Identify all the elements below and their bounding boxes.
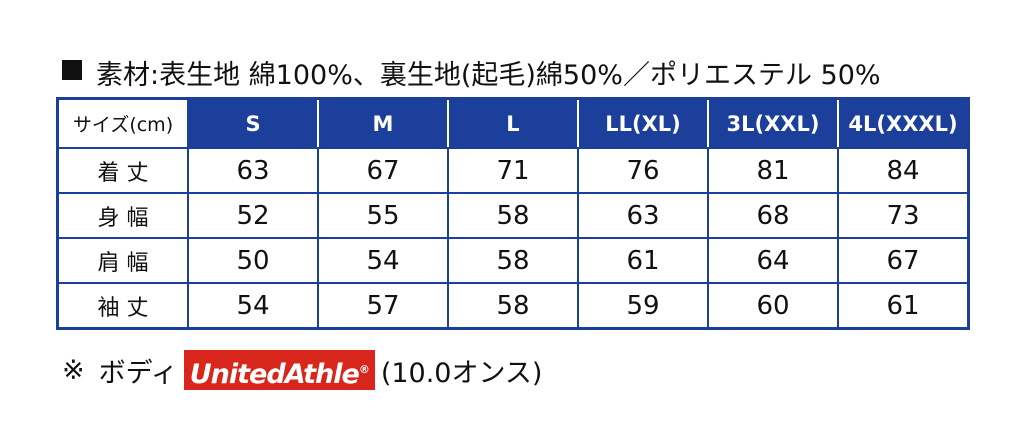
cell-value: 71: [447, 147, 579, 194]
column-header: M: [317, 97, 449, 149]
note-mark: ※: [62, 354, 85, 386]
row-label: 着 丈: [56, 147, 189, 194]
cell-value: 63: [577, 192, 709, 239]
bullet-square: [62, 60, 82, 80]
cell-value: 61: [837, 282, 970, 330]
column-header: 3L(XXL): [707, 97, 839, 149]
cell-value: 84: [837, 147, 970, 194]
header-row: サイズ(cm) S M L LL(XL) 3L(XXL) 4L(XXXL): [56, 97, 970, 149]
column-header: 4L(XXXL): [837, 97, 970, 149]
cell-value: 73: [837, 192, 970, 239]
weight: (10.0オンス): [380, 357, 543, 389]
column-header: S: [187, 97, 319, 149]
cell-value: 58: [447, 282, 579, 330]
cell-value: 54: [187, 282, 319, 330]
row-label: 肩 幅: [56, 237, 189, 284]
cell-value: 76: [577, 147, 709, 194]
cell-value: 60: [707, 282, 839, 330]
cell-value: 52: [187, 192, 319, 239]
material-text: 素材:表生地 綿100%、裏生地(起毛)綿50%／ポリエステル 50%: [96, 60, 881, 91]
cell-value: 55: [317, 192, 449, 239]
cell-value: 50: [187, 237, 319, 284]
cell-value: 68: [707, 192, 839, 239]
body-label: ボディ: [98, 357, 178, 389]
column-header: LL(XL): [577, 97, 709, 149]
cell-value: 58: [447, 237, 579, 284]
cell-value: 54: [317, 237, 449, 284]
cell-value: 67: [837, 237, 970, 284]
cell-value: 81: [707, 147, 839, 194]
cell-value: 61: [577, 237, 709, 284]
table-row: 肩 幅 50 54 58 61 64 67: [56, 237, 970, 284]
column-header: サイズ(cm): [56, 97, 189, 149]
cell-value: 67: [317, 147, 449, 194]
brand-symbol: ®: [358, 363, 370, 376]
table-row: 身 幅 52 55 58 63 68 73: [56, 192, 970, 239]
column-header: L: [447, 97, 579, 149]
row-label: 袖 丈: [56, 282, 189, 330]
row-label: 身 幅: [56, 192, 189, 239]
table-row: 着 丈 63 67 71 76 81 84: [56, 147, 970, 194]
brand-logo: UnitedAthle®: [183, 350, 375, 390]
cell-value: 58: [447, 192, 579, 239]
cell-value: 63: [187, 147, 319, 194]
size-table: サイズ(cm) S M L LL(XL) 3L(XXL) 4L(XXXL) 着 丈 63 67 71…: [56, 97, 970, 330]
brand-name: UnitedAthle: [189, 359, 360, 390]
table-row: 袖 丈 54 57 58 59 60 61: [56, 282, 970, 330]
footer: ※ ボディ UnitedAthle® (10.0オンス): [62, 350, 542, 390]
cell-value: 64: [707, 237, 839, 284]
cell-value: 59: [577, 282, 709, 330]
cell-value: 57: [317, 282, 449, 330]
